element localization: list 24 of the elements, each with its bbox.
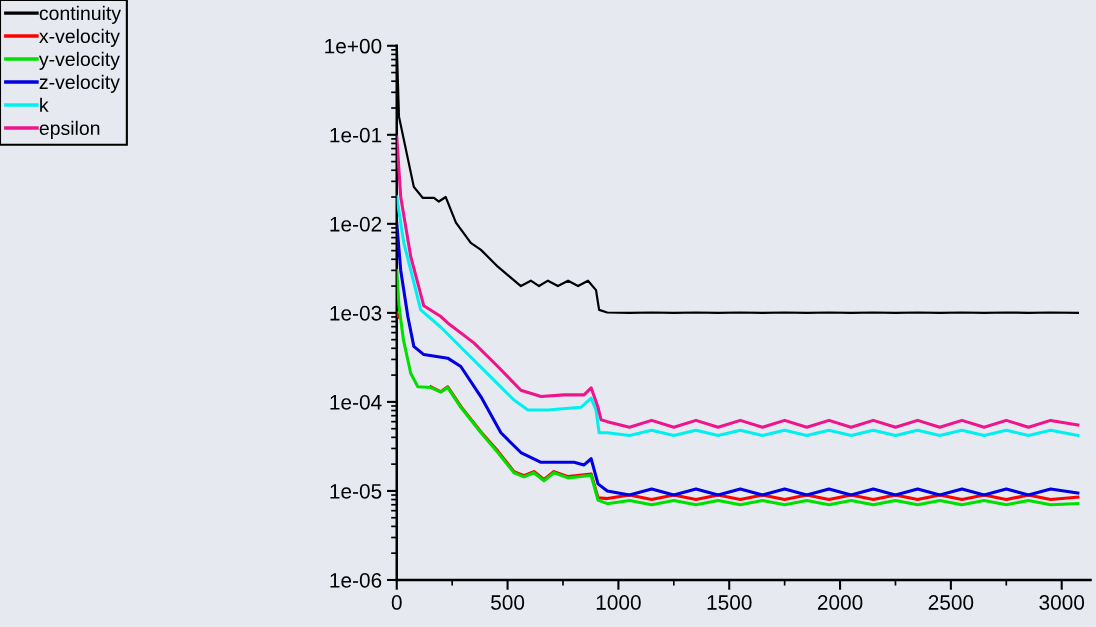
- x-tick-label: 3000: [1039, 595, 1085, 610]
- x-tick-label: 1500: [707, 595, 752, 610]
- y-tick-label: 1e-05: [330, 483, 382, 499]
- x-tick-label: 1000: [596, 595, 641, 610]
- legend-label: z-velocity: [39, 74, 120, 93]
- x-tick-label: 500: [491, 595, 525, 610]
- line-series: [396, 268, 1080, 507]
- y-tick-label: 1e-01: [330, 127, 382, 143]
- y-tick-label: 1e-04: [330, 394, 382, 410]
- line-series: [396, 135, 1080, 429]
- x-tick-label: 2000: [817, 595, 863, 610]
- legend-label: epsilon: [39, 120, 100, 139]
- legend-label: k: [40, 97, 49, 112]
- legend-label: continuity: [39, 5, 121, 24]
- legend-label: x-velocity: [39, 28, 120, 47]
- x-tick-label: 0: [391, 595, 402, 610]
- legend-label: y-velocity: [38, 51, 120, 70]
- y-tick-label: 1e-03: [330, 305, 382, 321]
- y-tick-label: 1e-06: [330, 572, 382, 588]
- line-series: [396, 195, 1080, 437]
- x-tick-label: 2500: [928, 595, 974, 610]
- line-series: [396, 221, 1080, 497]
- y-tick-label: 1e-02: [330, 216, 382, 232]
- y-tick-label: 1e+00: [325, 38, 382, 54]
